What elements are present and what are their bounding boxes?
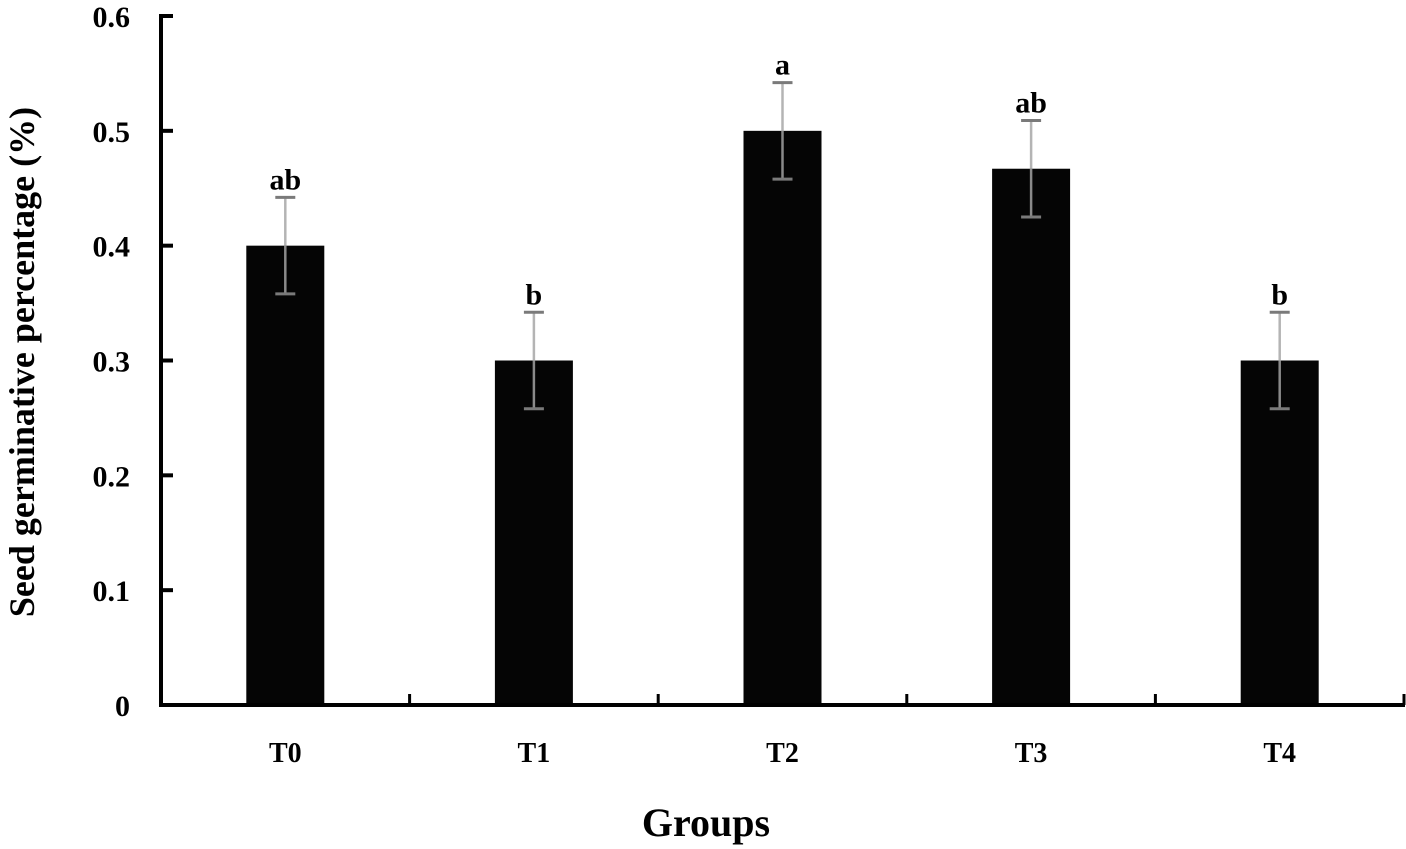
significance-label: b	[526, 278, 543, 311]
x-category-label: T1	[518, 738, 551, 769]
x-category-label: T3	[1015, 738, 1048, 769]
bar	[494, 360, 573, 705]
x-axis-title: Groups	[642, 800, 770, 845]
x-axis-category-labels: T0 T1 T2 T3 T4	[269, 738, 1296, 769]
y-tick-label: 0.1	[93, 575, 131, 608]
bar-group-t3: ab	[992, 86, 1071, 705]
y-tick-label: 0.3	[93, 346, 131, 379]
significance-label: b	[1271, 278, 1288, 311]
bar-group-t4: b	[1240, 278, 1319, 705]
y-tick-label: 0.5	[93, 116, 131, 149]
bars: ab b a ab b	[246, 49, 1319, 706]
significance-label: ab	[1015, 86, 1047, 119]
x-category-label: T2	[766, 738, 799, 769]
x-axis-ticks	[408, 694, 1406, 705]
y-tick-label: 0.6	[93, 1, 131, 34]
bar-group-t2: a	[743, 49, 822, 706]
axes	[159, 14, 1405, 707]
y-axis-title-text: Seed germinative percentage (%)	[2, 107, 42, 617]
y-tick-label: 0.2	[93, 460, 131, 493]
bar	[1240, 360, 1319, 705]
x-category-label: T4	[1263, 738, 1296, 769]
significance-label: ab	[269, 163, 301, 196]
y-tick-label: 0.4	[93, 231, 131, 264]
y-tick-label: 0	[115, 690, 130, 723]
bar	[992, 168, 1071, 705]
bar	[743, 130, 822, 706]
x-category-label: T0	[269, 738, 302, 769]
significance-label: a	[775, 49, 790, 82]
bar-group-t1: b	[494, 278, 573, 705]
y-axis-title: Seed germinative percentage (%)	[2, 107, 42, 617]
bar-group-t0: ab	[246, 163, 325, 705]
bar	[246, 245, 325, 705]
